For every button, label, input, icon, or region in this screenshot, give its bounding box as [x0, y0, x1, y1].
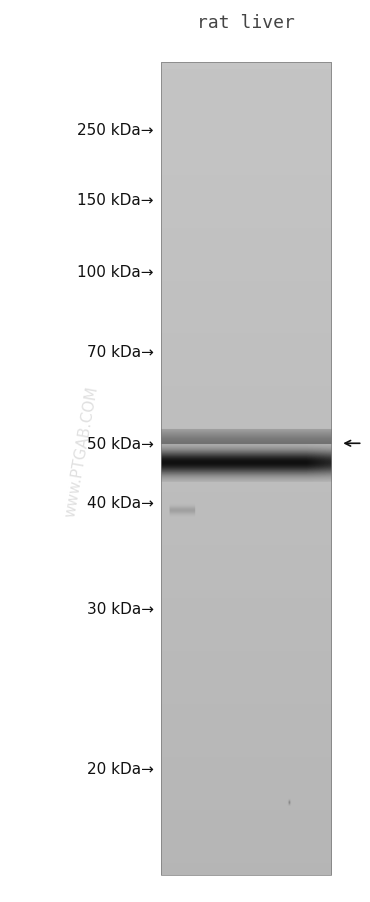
Text: 50 kDa→: 50 kDa→ — [87, 437, 154, 451]
Bar — [161, 63, 331, 875]
Text: 20 kDa→: 20 kDa→ — [87, 761, 154, 776]
Text: www.PTGAB.COM: www.PTGAB.COM — [63, 384, 100, 518]
Text: 250 kDa→: 250 kDa→ — [77, 124, 154, 138]
Text: 150 kDa→: 150 kDa→ — [77, 193, 154, 207]
Text: 70 kDa→: 70 kDa→ — [87, 345, 154, 359]
Text: rat liver: rat liver — [197, 14, 295, 32]
Text: 100 kDa→: 100 kDa→ — [77, 265, 154, 280]
Text: 30 kDa→: 30 kDa→ — [87, 602, 154, 616]
Text: 40 kDa→: 40 kDa→ — [87, 496, 154, 511]
